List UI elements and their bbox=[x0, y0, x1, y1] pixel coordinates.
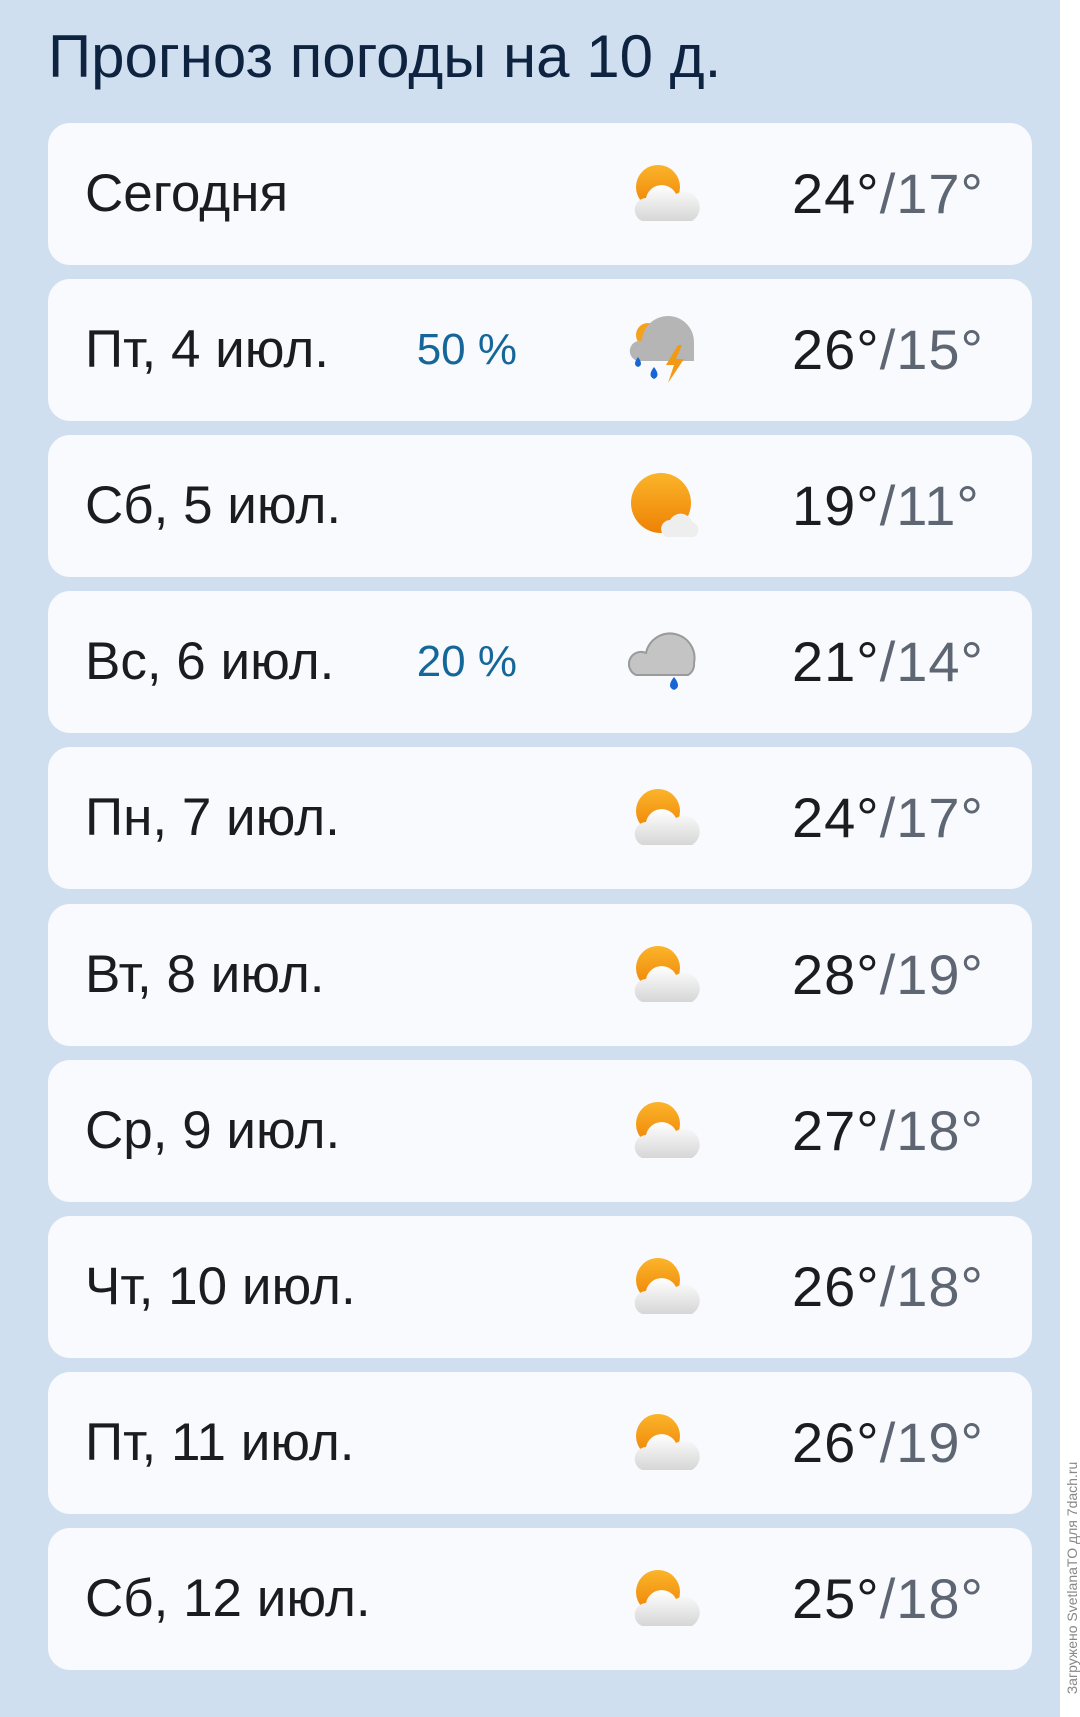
temperature: 26°/15° bbox=[792, 279, 984, 421]
temperature: 19°/11° bbox=[792, 435, 980, 577]
day-label: Сб, 5 июл. bbox=[85, 476, 342, 536]
partly-cloudy-icon bbox=[628, 783, 700, 855]
temp-low: /18° bbox=[879, 1566, 984, 1630]
temp-low: /18° bbox=[879, 1254, 984, 1318]
temp-low: /17° bbox=[879, 162, 984, 225]
forecast-row[interactable]: Пт, 11 июл. 26°/19° bbox=[48, 1371, 1032, 1514]
temp-high: 24° bbox=[792, 162, 880, 225]
temperature: 21°/14° bbox=[792, 591, 984, 733]
temp-low: /19° bbox=[879, 1410, 984, 1474]
temperature: 26°/19° bbox=[792, 1372, 984, 1514]
temperature: 26°/18° bbox=[792, 1216, 984, 1358]
day-label: Вт, 8 июл. bbox=[85, 944, 325, 1004]
precip-chance: 20 % bbox=[416, 637, 517, 687]
temperature: 25°/18° bbox=[792, 1528, 984, 1670]
temp-high: 28° bbox=[792, 942, 880, 1006]
temperature: 24°/17° bbox=[792, 123, 984, 265]
temp-high: 21° bbox=[792, 630, 880, 694]
partly-cloudy-icon bbox=[628, 940, 700, 1012]
day-label: Чт, 10 июл. bbox=[85, 1256, 356, 1316]
forecast-row[interactable]: Сегодня 24°/17° bbox=[48, 123, 1032, 265]
forecast-row[interactable]: Вс, 6 июл. 20 % 21°/14° bbox=[48, 591, 1032, 734]
forecast-row[interactable]: Сб, 5 июл. 19°/11° bbox=[48, 435, 1032, 578]
temp-low: /15° bbox=[879, 318, 984, 382]
day-label: Вс, 6 июл. bbox=[85, 632, 335, 692]
partly-cloudy-icon bbox=[628, 1096, 700, 1168]
temp-high: 25° bbox=[792, 1566, 880, 1630]
partly-cloudy-icon bbox=[628, 1252, 700, 1324]
forecast-row[interactable]: Вт, 8 июл. 28°/19° bbox=[48, 903, 1032, 1046]
day-label: Пн, 7 июл. bbox=[85, 788, 340, 848]
partly-cloudy-icon bbox=[628, 159, 700, 231]
forecast-row[interactable]: Сб, 12 июл. 25°/18° bbox=[48, 1527, 1032, 1670]
day-label: Ср, 9 июл. bbox=[85, 1100, 341, 1160]
day-label: Пт, 11 июл. bbox=[85, 1412, 355, 1472]
temperature: 24°/17° bbox=[792, 747, 984, 889]
cloud-rain-icon bbox=[627, 627, 700, 699]
temp-high: 26° bbox=[792, 1254, 880, 1318]
partly-cloudy-icon bbox=[628, 1408, 700, 1480]
temp-low: /11° bbox=[879, 474, 980, 538]
temp-high: 27° bbox=[792, 1098, 880, 1162]
temperature: 27°/18° bbox=[792, 1060, 984, 1202]
temp-low: /14° bbox=[879, 630, 984, 694]
forecast-row[interactable]: Ср, 9 июл. 27°/18° bbox=[48, 1059, 1032, 1202]
thunderstorm-rain-icon bbox=[628, 315, 700, 387]
precip-chance: 50 % bbox=[416, 325, 517, 375]
day-label: Сегодня bbox=[85, 164, 289, 223]
watermark: Загружено SvetlanaTO для 7dach.ru bbox=[1062, 1440, 1080, 1717]
page-title: Прогноз погоды на 10 д. bbox=[48, 23, 722, 90]
temp-high: 26° bbox=[792, 1410, 880, 1474]
day-label: Сб, 12 июл. bbox=[85, 1568, 371, 1628]
partly-cloudy-icon bbox=[628, 1564, 700, 1636]
temp-low: /17° bbox=[879, 786, 984, 850]
forecast-row[interactable]: Чт, 10 июл. 26°/18° bbox=[48, 1215, 1032, 1358]
temp-high: 19° bbox=[792, 474, 880, 538]
forecast-row[interactable]: Пн, 7 июл. 24°/17° bbox=[48, 747, 1032, 890]
temp-high: 26° bbox=[792, 318, 880, 382]
temp-low: /18° bbox=[879, 1098, 984, 1162]
watermark-text: Загружено SvetlanaTO для 7dach.ru bbox=[1064, 1461, 1080, 1695]
day-label: Пт, 4 июл. bbox=[85, 320, 329, 380]
forecast-row[interactable]: Пт, 4 июл. 50 % 26°/15° bbox=[48, 279, 1032, 422]
mostly-sunny-icon bbox=[628, 471, 700, 543]
temp-low: /19° bbox=[879, 942, 984, 1006]
temp-high: 24° bbox=[792, 786, 880, 850]
temperature: 28°/19° bbox=[792, 904, 984, 1046]
